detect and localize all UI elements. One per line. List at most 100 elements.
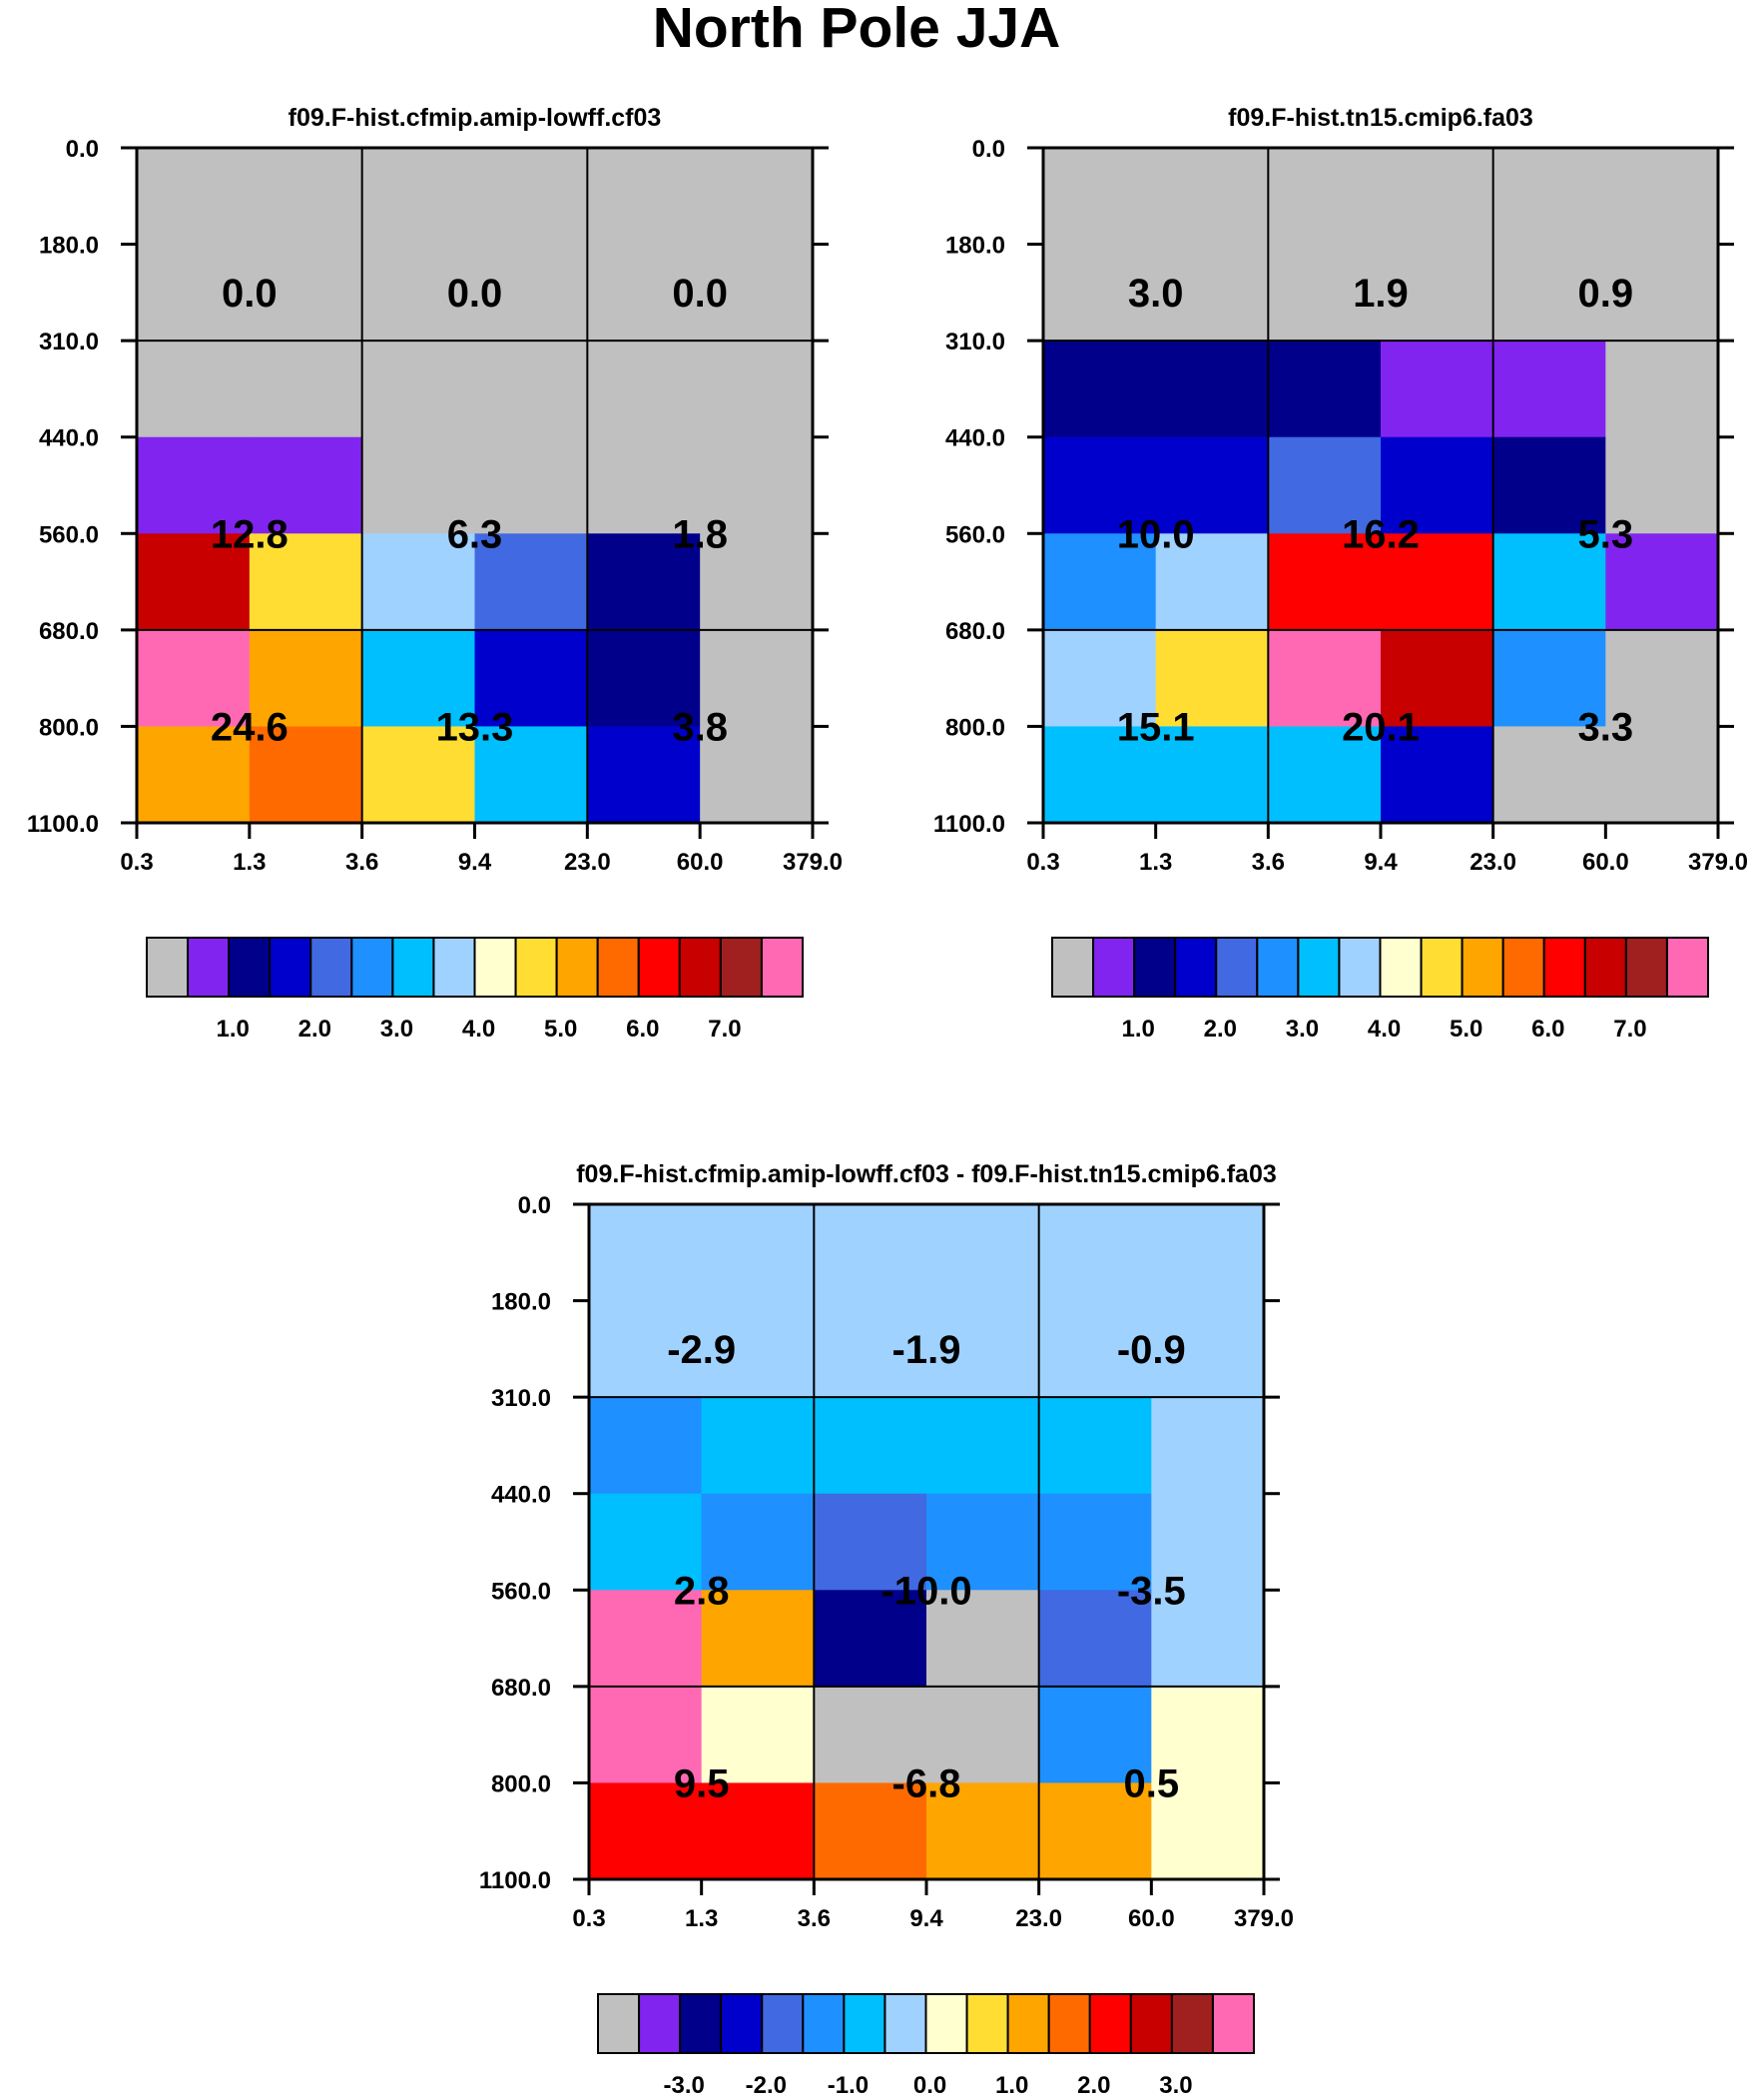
heatmap-cell <box>587 148 701 342</box>
heatmap-cell <box>361 341 475 438</box>
heatmap-cell <box>1038 1782 1152 1880</box>
heatmap-cell <box>474 341 588 438</box>
y-tick-label: 0.0 <box>972 136 1005 163</box>
heatmap-cell <box>589 1782 703 1880</box>
colorbar-swatch <box>473 937 517 998</box>
cell-value-label: 5.3 <box>1578 512 1634 556</box>
heatmap-cell <box>701 1397 815 1495</box>
heatmap-cell <box>814 1493 927 1591</box>
colorbar-label: 1.0 <box>1122 1016 1155 1043</box>
heatmap-cell <box>1381 726 1494 824</box>
heatmap-cell <box>361 726 475 824</box>
heatmap-cell <box>1155 726 1269 824</box>
heatmap-cell <box>1038 1493 1152 1591</box>
colorbar-swatch <box>1665 937 1709 998</box>
colorbar-swatch <box>350 937 394 998</box>
colorbar-label: 3.0 <box>380 1016 413 1043</box>
y-tick-label: 680.0 <box>491 1675 551 1702</box>
colorbar-swatch <box>1133 937 1177 998</box>
heatmap-cell <box>814 1686 927 1783</box>
heatmap-cell <box>700 148 814 342</box>
panel-cf03: f09.F-hist.cfmip.amip-lowff.cf03 0.3 1.3 3.… <box>27 104 843 1043</box>
heatmap-cell <box>589 1493 703 1591</box>
y-tick-label: 0.0 <box>518 1192 551 1219</box>
colorbar-swatch <box>1461 937 1504 998</box>
colorbar-swatch <box>1047 1993 1091 2054</box>
heatmap-cell <box>137 148 251 342</box>
colorbar-swatch <box>309 937 353 998</box>
y-tick-label: 560.0 <box>491 1578 551 1605</box>
cell-value-label: 0.0 <box>672 272 728 316</box>
heatmap-cell <box>1043 148 1157 342</box>
heatmap-cell <box>1155 533 1269 631</box>
colorbar-swatch <box>1170 1993 1214 2054</box>
heatmap-cell <box>814 1397 927 1495</box>
y-tick-label: 310.0 <box>945 329 1005 355</box>
y-tick-label: 0.0 <box>66 136 99 163</box>
colorbar-swatch <box>638 1993 682 2054</box>
heatmap-cell <box>700 436 814 534</box>
colorbar-label: 6.0 <box>626 1016 659 1043</box>
heatmap-cell <box>1151 1590 1265 1688</box>
cell-value-label: 12.8 <box>211 512 289 556</box>
heatmap-cell <box>1605 533 1719 631</box>
colorbar-frame <box>597 1993 1255 2054</box>
y-tick-label: 680.0 <box>39 618 99 645</box>
heatmap-cell <box>587 726 701 824</box>
x-tick-label: 379.0 <box>1688 849 1748 876</box>
heatmap-cell <box>1492 629 1606 727</box>
colorbar-swatch <box>1092 937 1136 998</box>
heatmap-cell <box>1492 148 1606 342</box>
cell-value-label: 13.3 <box>436 705 514 749</box>
colorbar-label: 2.0 <box>1204 1016 1237 1043</box>
y-tick-label: 560.0 <box>945 521 1005 548</box>
colorbar-label: 3.0 <box>1159 2072 1192 2099</box>
heatmap-cell <box>1155 148 1269 342</box>
heatmap-cell <box>926 1590 1040 1688</box>
heatmap-cell <box>1381 341 1494 438</box>
cell-value-label: 3.3 <box>1578 705 1634 749</box>
colorbar-swatch <box>391 937 435 998</box>
y-tick-label: 800.0 <box>945 714 1005 741</box>
colorbar-swatch <box>761 1993 805 2054</box>
heatmap-cell <box>249 533 363 631</box>
heatmap-cell <box>587 629 701 727</box>
colorbar-swatch <box>146 937 190 998</box>
heatmap-cell <box>814 1590 927 1688</box>
cell-value-label: 16.2 <box>1342 512 1420 556</box>
colorbar-label: 7.0 <box>708 1016 741 1043</box>
heatmap-cell <box>249 436 363 534</box>
cell-value-label: 0.0 <box>447 272 503 316</box>
y-tick-label: 1100.0 <box>27 811 99 838</box>
cell-value-label: 15.1 <box>1117 705 1195 749</box>
panel-difference: f09.F-hist.cfmip.amip-lowff.cf03 - f09.F… <box>479 1160 1294 2099</box>
colorbar-swatch <box>637 937 681 998</box>
cell-value-label: -0.9 <box>1117 1328 1186 1372</box>
y-tick-label: 180.0 <box>945 233 1005 260</box>
heatmap-cell <box>1381 533 1494 631</box>
colorbar-swatch <box>1174 937 1218 998</box>
x-tick-label: 1.3 <box>233 849 266 876</box>
cell-value-label: 2.8 <box>674 1569 730 1613</box>
colorbar-swatch <box>1129 1993 1173 2054</box>
colorbar-label: 5.0 <box>544 1016 577 1043</box>
heatmap-cell <box>700 341 814 438</box>
colorbar-label: 4.0 <box>462 1016 495 1043</box>
x-tick-label: 1.3 <box>685 1905 718 1932</box>
colorbar-label: 3.0 <box>1286 1016 1319 1043</box>
colorbar-swatch <box>1088 1993 1132 2054</box>
heatmap-cell <box>1038 1686 1152 1783</box>
heatmap-cell <box>1151 1782 1265 1880</box>
colorbar-swatch <box>679 1993 723 2054</box>
heatmap-cell <box>137 726 251 824</box>
heatmap-cell <box>1043 629 1157 727</box>
colorbar-swatch <box>597 1993 641 2054</box>
heatmap-cell <box>249 341 363 438</box>
heatmap-cell <box>926 1782 1040 1880</box>
heatmap-cell <box>587 533 701 631</box>
cell-value-label: 0.5 <box>1124 1761 1180 1805</box>
colorbar-swatch <box>965 1993 1009 2054</box>
heatmap-cell <box>814 1204 927 1398</box>
colorbar-swatch <box>1583 937 1627 998</box>
x-tick-label: 9.4 <box>458 849 492 876</box>
